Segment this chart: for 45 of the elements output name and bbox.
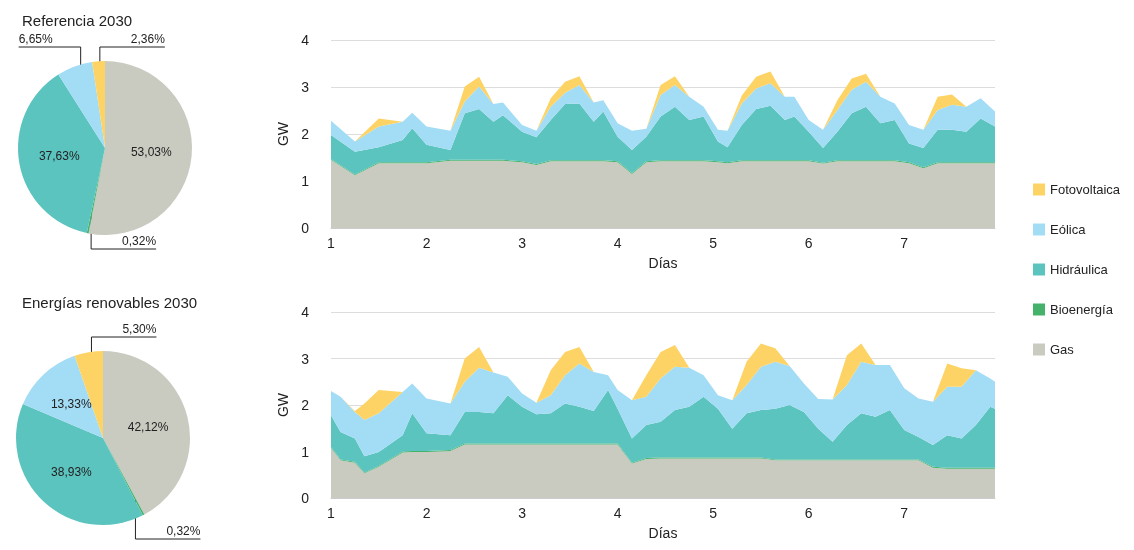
y-tick-label: 4 [301,304,310,320]
x-tick-label: 4 [613,235,622,251]
y-tick-label: 3 [301,79,310,95]
data-label: 0,32% [166,524,201,538]
x-axis-title: Días [648,525,678,541]
x-tick-label: 2 [422,235,431,251]
legend-label: Gas [1050,342,1075,357]
y-axis-title: GW [275,121,292,147]
x-tick-label: 2 [422,505,431,521]
y-tick-label: 0 [301,220,310,236]
chart-title: Energías renovables 2030 [22,294,198,311]
legend-label: Hidráulica [1050,262,1109,277]
x-tick-label: 5 [709,235,718,251]
y-tick-label: 3 [301,350,310,367]
y-tick-label: 0 [301,490,310,506]
x-tick-label: 1 [327,505,336,521]
y-tick-label: 2 [301,126,310,142]
data-label: 0,32% [122,234,157,248]
x-tick-label: 7 [900,235,909,251]
x-tick-label: 3 [518,505,527,521]
data-label: 37,63% [38,149,80,164]
data-label: 2,36% [130,32,166,46]
data-label: 42,12% [127,419,169,434]
y-tick-label: 4 [301,32,310,48]
x-tick-label: 4 [613,505,622,521]
x-axis-title: Días [648,255,678,271]
y-axis-title: GW [275,392,292,418]
legend-label: Bioenergía [1050,302,1114,317]
y-tick-label: 2 [301,397,310,413]
y-tick-label: 1 [301,443,310,460]
data-label: 5,30% [122,322,157,336]
data-label: 13,33% [50,397,92,412]
legend-label: Fotovoltaica [1050,182,1121,197]
x-tick-label: 6 [804,235,813,251]
data-label: 6,65% [18,32,54,46]
data-label: 38,93% [51,465,93,480]
data-label: 53,03% [130,145,172,160]
x-tick-label: 1 [327,235,336,251]
x-tick-label: 6 [804,505,813,521]
y-tick-label: 1 [301,173,310,189]
x-tick-label: 5 [709,505,718,521]
x-tick-label: 7 [900,505,909,521]
legend-label: Eólica [1050,222,1087,237]
x-tick-label: 3 [518,235,527,251]
chart-title: Referencia 2030 [22,12,133,29]
